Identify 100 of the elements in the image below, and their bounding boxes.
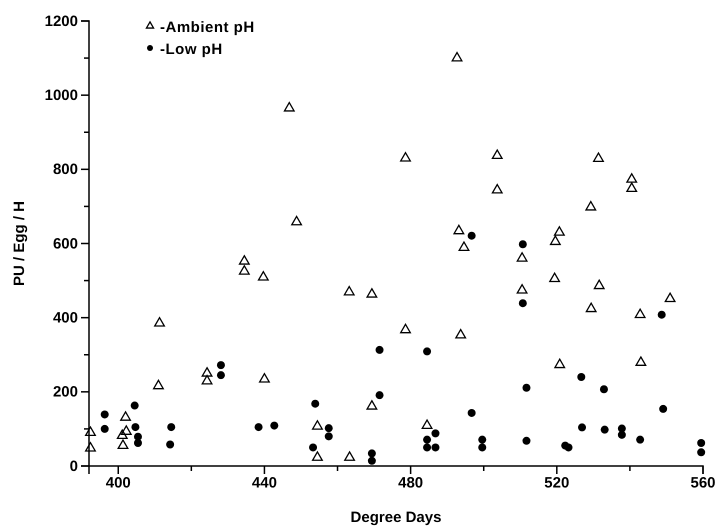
point	[366, 288, 378, 298]
point	[100, 424, 109, 433]
point	[324, 432, 333, 440]
point	[478, 443, 486, 452]
point	[238, 265, 250, 275]
y-tick-label: 1200	[44, 12, 78, 30]
point	[626, 173, 638, 183]
x-tick-label: 520	[544, 474, 570, 492]
point	[422, 419, 433, 430]
point	[594, 280, 605, 290]
point	[452, 52, 462, 62]
point	[376, 346, 384, 354]
point	[324, 424, 333, 432]
point	[518, 240, 527, 248]
point	[516, 284, 528, 294]
point	[455, 328, 466, 339]
point	[634, 308, 646, 318]
point	[423, 443, 432, 452]
legend-label: -Low pH	[160, 41, 223, 58]
point	[309, 443, 318, 452]
point	[202, 367, 213, 377]
point	[258, 373, 270, 383]
point	[585, 200, 596, 211]
point	[492, 184, 503, 194]
y-tick-label: 800	[52, 161, 78, 178]
point	[202, 374, 213, 385]
point	[618, 430, 626, 439]
point	[453, 224, 464, 234]
point	[130, 402, 139, 410]
point	[166, 440, 174, 448]
point	[697, 448, 706, 456]
point	[550, 235, 561, 246]
point	[284, 102, 295, 112]
point	[400, 324, 411, 334]
point	[312, 420, 323, 430]
point	[134, 439, 142, 448]
point	[368, 449, 376, 458]
point	[120, 425, 132, 435]
point	[116, 429, 128, 440]
point	[697, 439, 706, 448]
point	[636, 436, 644, 444]
point	[516, 252, 528, 262]
point	[478, 436, 486, 444]
point	[492, 149, 503, 160]
point	[154, 317, 165, 327]
point	[554, 358, 566, 368]
y-tick-label: 400	[52, 309, 78, 326]
point	[85, 442, 96, 452]
point	[344, 286, 355, 296]
y-tick-label: 200	[52, 384, 78, 401]
point	[216, 371, 225, 380]
point	[344, 451, 356, 461]
point	[658, 310, 666, 319]
point	[400, 152, 411, 162]
y-tick-label: 600	[52, 235, 78, 252]
point	[131, 423, 140, 432]
point	[368, 456, 376, 465]
point	[468, 232, 476, 240]
point	[85, 426, 96, 436]
point	[635, 356, 646, 366]
x-axis-title: Degree Days	[350, 509, 442, 526]
point	[152, 380, 164, 390]
point	[312, 451, 323, 461]
point	[664, 292, 676, 302]
y-tick-label: 0	[70, 458, 78, 475]
point	[366, 400, 378, 410]
point	[578, 423, 586, 432]
x-tick-label: 440	[252, 474, 277, 492]
point	[216, 361, 225, 370]
point	[258, 271, 269, 281]
point	[626, 182, 638, 192]
point	[600, 426, 609, 434]
point	[238, 255, 250, 265]
point	[423, 436, 432, 444]
point	[468, 408, 476, 417]
point	[518, 299, 527, 308]
point	[458, 241, 470, 252]
point	[423, 347, 432, 356]
point	[554, 226, 565, 236]
point	[376, 391, 384, 400]
point	[586, 302, 597, 312]
point	[600, 385, 608, 394]
point	[291, 216, 302, 226]
point	[659, 404, 668, 413]
point	[522, 436, 530, 445]
point	[431, 429, 440, 438]
x-tick-label: 400	[106, 474, 131, 492]
point	[564, 443, 573, 452]
x-tick-label: 560	[690, 474, 716, 492]
point	[100, 410, 109, 418]
x-tick-label: 480	[398, 474, 424, 492]
legend-label: -Ambient pH	[160, 19, 255, 36]
point	[522, 384, 530, 392]
point	[167, 423, 176, 432]
point	[577, 373, 586, 381]
point	[431, 443, 440, 452]
point	[593, 152, 604, 162]
point	[118, 439, 128, 450]
point	[270, 422, 278, 430]
y-axis-title: PU / Egg / H	[11, 200, 28, 286]
